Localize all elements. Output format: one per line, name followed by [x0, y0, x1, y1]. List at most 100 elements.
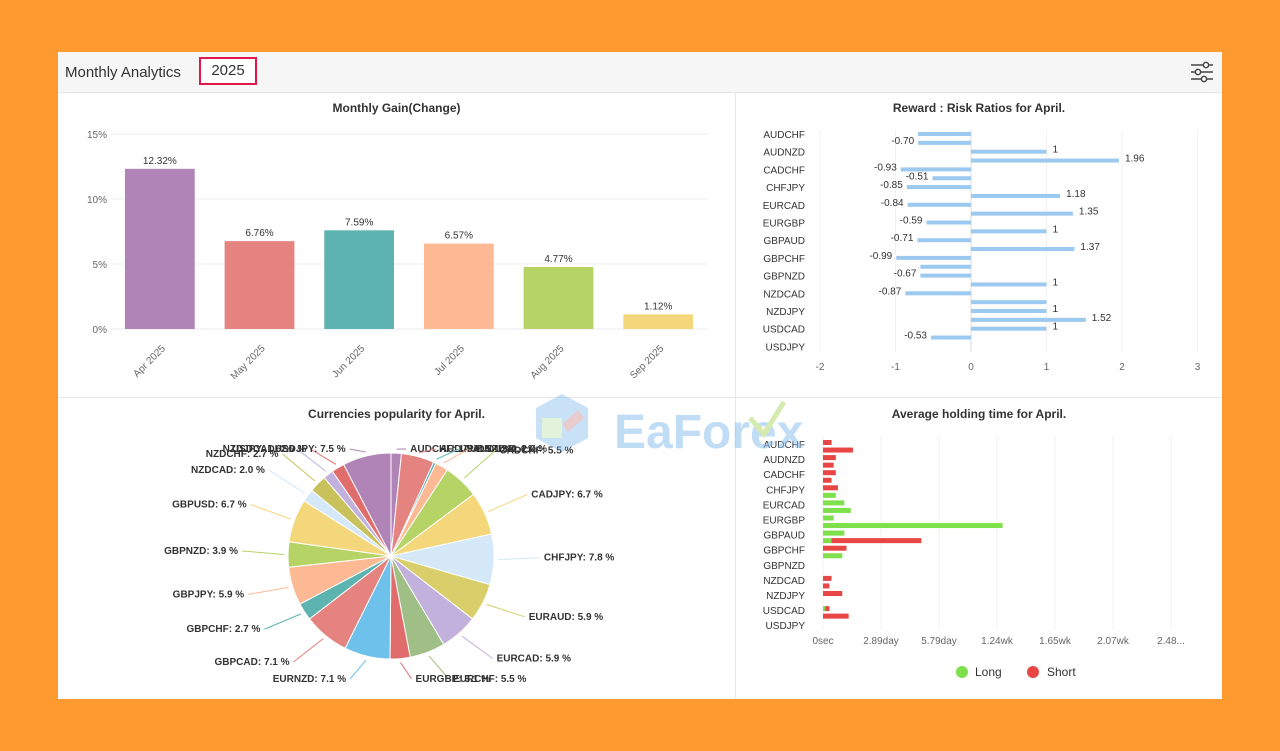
watermark-text: EaForex [614, 406, 804, 459]
long-bar [823, 500, 845, 506]
year-selector[interactable]: 2025 [199, 57, 257, 85]
ratio-label: -0.71 [891, 233, 914, 244]
leader-line [461, 635, 493, 659]
ratio-bar [971, 211, 1073, 216]
reward-risk-title: Reward : Risk Ratios for April. [892, 101, 1066, 115]
category-label: CADCHF [763, 470, 805, 481]
category-label: EURCAD [763, 201, 805, 212]
ratio-label: -0.87 [879, 286, 902, 297]
bar-aug-2025 [523, 266, 594, 329]
category-label: CADCHF [763, 165, 805, 176]
data-label: 6.57% [445, 231, 473, 242]
category-label: NZDCAD [763, 576, 805, 587]
pie-label: EURAUD: 5.9 % [529, 612, 604, 623]
bar-jun-2025 [324, 230, 395, 329]
ratio-bar [918, 132, 971, 136]
short-bar [823, 613, 849, 619]
category-label: EURGBP [763, 516, 806, 527]
bar-may-2025 [224, 241, 295, 329]
leader-line [241, 550, 285, 555]
category-label: AUDNZD [763, 455, 805, 466]
leader-line [296, 448, 327, 472]
ratio-label: -0.70 [891, 136, 914, 147]
y-tick-label: 0% [93, 325, 108, 336]
ratio-bar [971, 326, 1047, 331]
ratio-bar [917, 238, 971, 243]
category-label: CHFJPY [766, 183, 805, 194]
long-bar [823, 507, 851, 513]
holding-time-title: Average holding time for April. [891, 407, 1067, 421]
pie-label: CADJPY: 6.7 % [531, 489, 603, 500]
horizontal-divider [58, 397, 1222, 398]
short-bar [823, 583, 830, 589]
ratio-bar [907, 202, 971, 207]
short-bar [823, 462, 834, 468]
long-bar [823, 523, 1003, 529]
category-label: AUDCHF [763, 130, 805, 141]
category-label: USDCAD [763, 606, 805, 617]
leader-line [268, 469, 305, 494]
pie-label: NZDCAD: 2.0 % [191, 465, 265, 476]
x-tick-label: Jun 2025 [330, 343, 367, 380]
x-tick-label: Sep 2025 [628, 343, 666, 381]
short-bar [823, 470, 836, 476]
ratio-bar [971, 193, 1061, 198]
ratio-bar [896, 255, 971, 260]
short-bar [823, 545, 847, 551]
ratio-label: -0.51 [906, 171, 929, 182]
short-bar [823, 477, 832, 483]
pie-label: EURCHF: 5.5 % [453, 674, 526, 685]
category-label: GBPNZD [763, 272, 805, 283]
pie-label: EURNZD: 7.1 % [273, 674, 346, 685]
pie-label: CADCHF: 5.5 % [500, 445, 574, 456]
leader-line [349, 659, 367, 680]
pie-label: NZDCHF: 2.7 % [206, 449, 279, 460]
pie-label: AUDUSD: 2.0 % [473, 444, 548, 455]
x-tick-label: 1.65wk [1039, 636, 1072, 647]
x-tick-label: Jul 2025 [432, 343, 467, 378]
leader-line [443, 448, 469, 464]
leader-line [293, 638, 324, 663]
data-label: 4.77% [544, 254, 572, 265]
pie-label: NZDJPY: 1.6 % [223, 444, 293, 455]
ratio-bar [920, 273, 971, 278]
leader-line [310, 448, 337, 465]
pie-label: AUDJPY: 5.1 % [440, 444, 512, 455]
leader-line [418, 448, 436, 454]
vertical-divider [735, 93, 736, 699]
pie-label: EURCAD: 5.9 % [497, 653, 572, 664]
pie-label: GBPCAD: 7.1 % [215, 657, 290, 668]
ratio-label: 1 [1053, 224, 1059, 235]
data-label: 6.76% [245, 228, 273, 239]
leader-line [349, 448, 366, 453]
y-tick-label: 10% [87, 195, 107, 206]
category-label: EURGBP [763, 219, 806, 230]
category-label: NZDJPY [766, 591, 805, 602]
ratio-bar [971, 282, 1047, 287]
ratio-label: -0.53 [904, 331, 927, 342]
x-tick-label: 2.89day [863, 636, 899, 647]
ratio-label: -0.85 [880, 180, 903, 191]
long-bar [823, 553, 843, 559]
x-tick-label: 5.79day [921, 636, 957, 647]
pie-label: USDCAD: 2.0 % [232, 444, 307, 455]
ratio-bar [906, 185, 971, 190]
leader-line [264, 613, 302, 630]
category-label: GBPNZD [763, 561, 805, 572]
legend-long-marker [956, 666, 968, 678]
long-bar [823, 606, 826, 612]
short-bar [823, 575, 832, 581]
x-tick-label: 2 [1119, 362, 1125, 373]
short-bar [823, 455, 836, 461]
ratio-label: 1.35 [1079, 207, 1099, 218]
sliders-icon[interactable] [1190, 60, 1214, 84]
data-label: 1.12% [644, 301, 672, 312]
bar-sep-2025 [623, 314, 694, 329]
pie-label: EURGBP: 3.1 % [416, 674, 491, 685]
x-tick-label: -1 [891, 362, 900, 373]
category-label: NZDJPY [766, 307, 805, 318]
x-tick-label: May 2025 [229, 343, 268, 382]
ratio-label: 1.96 [1125, 154, 1145, 165]
category-label: GBPCHF [763, 546, 805, 557]
eaforex-watermark: EaForex [536, 394, 804, 459]
